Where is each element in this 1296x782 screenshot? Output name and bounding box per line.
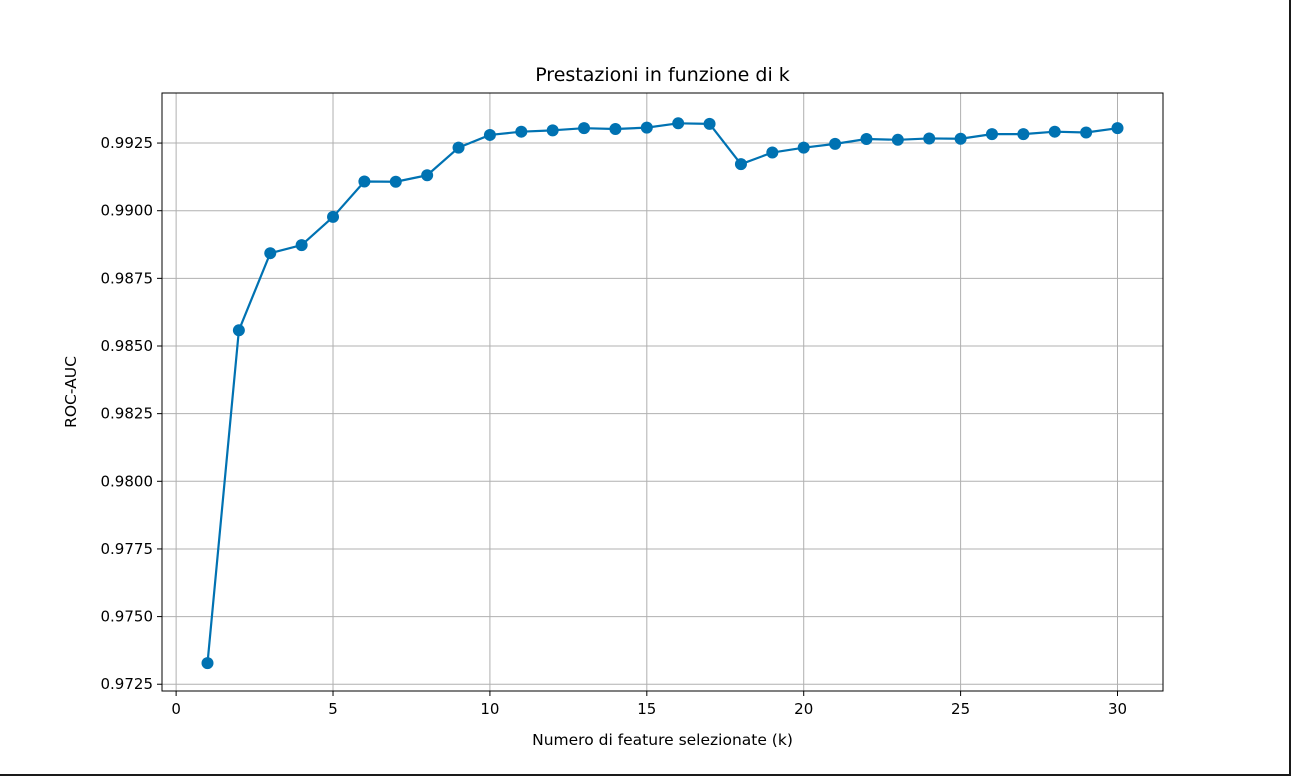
data-point (672, 117, 685, 130)
data-point (1111, 122, 1124, 135)
data-point (483, 128, 496, 141)
data-point (421, 169, 434, 182)
data-point (734, 158, 747, 171)
frame-edge-bottom (0, 774, 1291, 776)
y-tick-label: 0.9825 (101, 405, 154, 423)
data-point (515, 125, 528, 138)
y-tick-label: 0.9750 (101, 608, 154, 626)
data-point (829, 137, 842, 150)
x-axis-label: Numero di feature selezionate (k) (532, 731, 793, 749)
series-layer (201, 117, 1124, 670)
data-point (578, 122, 591, 135)
y-tick-label: 0.9775 (101, 540, 154, 558)
data-point (452, 141, 465, 154)
data-point (923, 132, 936, 145)
x-tick-label: 20 (794, 700, 813, 718)
y-tick-label: 0.9875 (101, 269, 154, 287)
data-point (264, 247, 277, 260)
data-point (201, 657, 214, 670)
data-point (358, 175, 371, 188)
x-tick-label: 5 (328, 700, 338, 718)
data-point (295, 239, 308, 252)
data-point (1017, 128, 1030, 141)
data-point (232, 324, 245, 337)
data-point (766, 146, 779, 159)
data-point (609, 122, 622, 135)
y-tick-label: 0.9925 (101, 134, 154, 152)
data-point (860, 133, 873, 145)
frame-edge-right (1289, 0, 1291, 776)
x-tick-label: 30 (1108, 700, 1127, 718)
x-tick-label: 10 (480, 700, 499, 718)
data-point (703, 117, 716, 130)
y-tick-label: 0.9725 (101, 675, 154, 693)
grid-layer (162, 93, 1163, 691)
x-tick-label: 15 (637, 700, 656, 718)
data-point (389, 175, 402, 188)
data-point (1048, 125, 1061, 138)
plot-frame (161, 92, 1164, 692)
tick-layer: 0 5 10 15 20 25 30 0.9725 0.9750 0.9775 0.9800 0.98… (101, 134, 1128, 718)
data-point (1080, 126, 1093, 139)
data-point (985, 128, 998, 141)
chart-title: Prestazioni in funzione di k (535, 64, 790, 86)
data-point (640, 121, 653, 134)
data-point (954, 132, 967, 145)
data-point (891, 133, 904, 146)
data-point (327, 210, 340, 223)
y-tick-label: 0.9850 (101, 337, 154, 355)
y-tick-label: 0.9900 (101, 202, 154, 220)
x-tick-label: 25 (951, 700, 970, 718)
y-axis-label: ROC-AUC (62, 356, 80, 428)
data-point (797, 141, 810, 154)
y-tick-label: 0.9800 (101, 472, 154, 490)
x-tick-label: 0 (171, 700, 181, 718)
data-point (546, 124, 559, 137)
